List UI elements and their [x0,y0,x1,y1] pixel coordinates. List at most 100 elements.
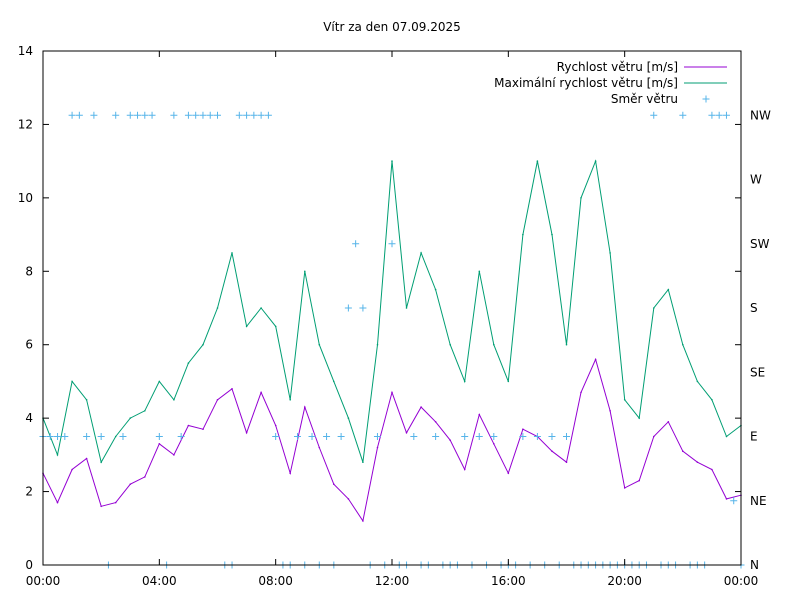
data-point [434,288,437,291]
x-tick-label: 12:00 [375,574,410,588]
data-point [216,307,219,309]
legend-label-2: Směr větru [611,92,678,106]
direction-point [352,240,360,248]
data-point [682,343,684,346]
data-point [129,417,132,419]
data-point [420,406,422,408]
direction-point [235,111,243,119]
data-point [594,358,597,361]
data-point [289,472,292,475]
data-point [100,461,102,464]
data-point [245,432,248,434]
data-point [580,197,582,199]
data-point [289,399,292,401]
data-point [725,435,728,438]
direction-point [519,433,527,440]
y-tick-label: 0 [25,558,33,572]
direction-point [722,111,730,119]
direction-point [83,433,91,440]
direction-point [388,240,396,248]
direction-point [155,433,163,440]
data-point [318,343,321,346]
data-point [56,454,59,456]
data-point [318,446,321,449]
data-point [551,233,553,236]
data-point [376,446,379,449]
data-point [71,380,73,383]
direction-point [134,111,142,119]
y-tick-label: 2 [25,485,33,499]
data-point [507,380,510,383]
direction-point [344,304,352,312]
data-point [347,498,350,500]
y2-tick-label: NE [750,494,767,508]
data-point [449,439,452,442]
data-point [362,461,364,464]
data-point [711,399,713,401]
legend-label-0: Rychlost větru [m/s] [557,60,678,74]
direction-point [46,433,54,440]
legend-label-1: Maximální rychlost větru [m/s] [494,76,678,90]
direction-point [170,111,178,119]
direction-point [199,111,207,119]
data-point [653,307,655,309]
data-point [405,432,408,434]
data-point [638,417,640,419]
direction-point [148,111,156,119]
direction-point [730,497,738,505]
data-point [202,428,204,431]
data-point [696,380,699,383]
direction-point [177,433,185,440]
direction-point [490,433,498,440]
data-point [114,435,117,438]
data-point [347,417,350,419]
direction-point [679,111,687,119]
legend: Rychlost větru [m/s] Maximální rychlost v… [494,60,727,106]
data-point [667,288,670,291]
direction-point [548,433,556,440]
data-point [478,270,481,273]
direction-point [563,433,570,440]
data-point [56,501,59,504]
direction-point [75,111,83,119]
data-point [667,421,670,423]
y-tick-label: 6 [25,338,33,352]
y2-tick-label: W [750,173,762,187]
data-point [114,501,117,504]
data-point [682,450,684,453]
data-point [391,391,393,394]
data-point [725,498,728,500]
data-point [493,443,495,445]
direction-point [293,433,301,440]
direction-point [715,111,723,119]
y-tick-label: 14 [18,44,33,58]
direction-point [206,111,214,119]
direction-point [337,433,345,440]
data-point [158,380,161,383]
y2-tick-label: E [750,430,758,444]
direction-point [119,433,127,440]
direction-point [373,433,381,440]
data-point [274,325,277,328]
data-point [245,325,248,328]
x-tick-label: 16:00 [491,574,526,588]
data-point [434,421,437,423]
data-point [187,424,190,427]
direction-point [475,433,483,440]
data-point [100,505,102,508]
y2-tick-label: N [750,558,759,572]
y-tick-label: 12 [18,117,33,131]
data-point [173,399,175,401]
direction-point [184,111,192,119]
data-point [623,487,626,489]
direction-point [461,433,469,440]
data-point [536,160,539,162]
data-point [449,343,452,346]
x-tick-label: 00:00 [724,574,759,588]
y2-tick-label: SW [750,237,770,251]
x-tick-label: 00:00 [26,574,61,588]
data-point [623,399,626,401]
direction-point [257,111,265,119]
direction-point [90,111,98,119]
data-point [333,483,335,486]
